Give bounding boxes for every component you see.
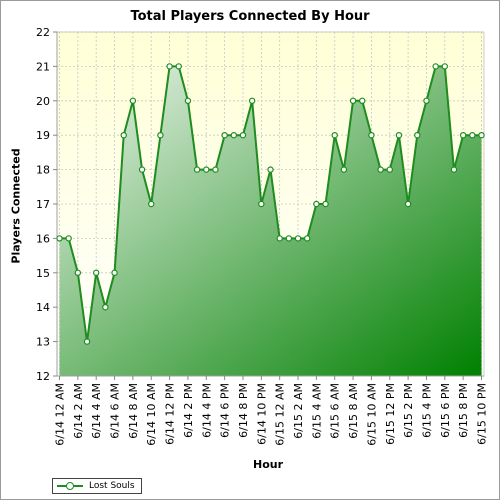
data-point xyxy=(258,200,265,208)
data-point xyxy=(395,131,403,139)
x-tick-label: 6/14 4 PM xyxy=(200,383,213,438)
x-tick-label: 6/14 8 PM xyxy=(237,383,250,438)
data-point xyxy=(423,97,430,105)
data-point xyxy=(74,269,82,276)
data-point xyxy=(340,166,348,173)
y-tick-label: 18 xyxy=(36,164,50,177)
x-tick-label: 6/15 12 PM xyxy=(384,383,397,445)
y-tick-label: 12 xyxy=(36,370,50,383)
data-point xyxy=(221,131,228,139)
data-point xyxy=(359,97,366,105)
data-point xyxy=(111,269,118,276)
data-point xyxy=(404,200,412,208)
data-point xyxy=(478,131,485,139)
data-point xyxy=(386,166,393,173)
legend-label: Lost Souls xyxy=(89,481,135,491)
y-tick-label: 21 xyxy=(36,60,50,73)
data-point xyxy=(56,235,63,242)
y-tick-label: 22 xyxy=(36,26,50,39)
data-point xyxy=(432,63,439,70)
data-point xyxy=(349,97,357,105)
x-tick-label: 6/15 4 AM xyxy=(310,383,323,439)
y-tick-label: 17 xyxy=(36,198,50,211)
data-point xyxy=(184,97,192,105)
data-point xyxy=(322,200,329,208)
data-point xyxy=(313,200,320,208)
data-point xyxy=(203,166,210,173)
x-tick-label: 6/15 2 AM xyxy=(292,383,305,439)
y-tick-label: 13 xyxy=(36,336,50,349)
x-tick-label: 6/15 12 AM xyxy=(274,383,287,446)
data-point xyxy=(294,235,302,242)
x-tick-label: 6/14 12 AM xyxy=(54,383,67,446)
x-tick-label: 6/15 8 PM xyxy=(457,383,470,438)
x-tick-label: 6/15 4 PM xyxy=(420,383,433,438)
y-tick-label: 14 xyxy=(36,301,50,314)
x-axis-label: Hour xyxy=(252,458,284,471)
data-point xyxy=(441,63,449,70)
data-point xyxy=(166,63,173,70)
data-point xyxy=(414,131,421,139)
y-tick-labels: 12 13 14 15 16 17 18 19 20 21 22 xyxy=(36,26,57,383)
x-tick-labels: 6/14 12 AM 6/14 2 AM 6/14 4 AM 6/14 6 AM 6/1… xyxy=(54,376,489,446)
x-tick-label: 6/14 10 PM xyxy=(255,383,268,445)
x-tick-label: 6/14 6 PM xyxy=(219,383,232,438)
y-tick-label: 16 xyxy=(36,232,50,245)
legend: Lost Souls xyxy=(52,478,142,494)
data-point xyxy=(459,131,467,139)
chart-title: Total Players Connected By Hour xyxy=(130,9,370,24)
data-point xyxy=(212,166,219,173)
x-tick-label: 6/14 4 AM xyxy=(90,383,103,439)
data-point xyxy=(157,131,164,139)
y-tick-label: 15 xyxy=(36,267,50,280)
x-tick-label: 6/14 12 PM xyxy=(164,383,177,445)
data-point xyxy=(469,131,476,139)
data-point xyxy=(138,166,146,173)
data-point xyxy=(120,131,127,139)
series-points xyxy=(56,63,485,345)
area-fill xyxy=(59,66,482,377)
data-point xyxy=(248,97,256,105)
x-tick-label: 6/14 10 AM xyxy=(145,383,158,446)
x-tick-label: 6/15 2 PM xyxy=(402,383,415,438)
x-tick-label: 6/14 6 AM xyxy=(109,383,122,439)
data-point xyxy=(65,235,72,242)
data-point xyxy=(148,200,155,208)
data-point xyxy=(193,166,201,173)
data-point xyxy=(175,63,182,70)
series-area xyxy=(59,66,482,377)
x-tick-label: 6/14 2 AM xyxy=(72,383,85,439)
x-tick-label: 6/14 2 PM xyxy=(182,383,195,438)
x-tick-label: 6/15 10 AM xyxy=(365,383,378,446)
x-tick-label: 6/14 8 AM xyxy=(127,383,140,439)
legend-swatch xyxy=(57,482,83,490)
data-point xyxy=(368,131,375,139)
data-point xyxy=(92,269,100,276)
data-point xyxy=(377,166,384,173)
x-tick-label: 6/15 6 PM xyxy=(439,383,452,438)
data-point xyxy=(450,166,458,173)
data-point xyxy=(129,97,137,105)
x-tick-label: 6/15 6 AM xyxy=(329,383,342,439)
data-point xyxy=(230,131,238,139)
data-point xyxy=(276,235,283,242)
x-tick-label: 6/15 8 AM xyxy=(347,383,360,439)
data-point xyxy=(239,131,247,139)
data-point xyxy=(83,338,91,345)
x-tick-label: 6/15 10 PM xyxy=(476,383,489,445)
y-tick-label: 19 xyxy=(36,129,50,142)
data-point xyxy=(267,166,274,173)
data-point xyxy=(331,131,338,139)
data-point xyxy=(102,304,109,311)
data-point xyxy=(285,235,293,242)
data-point xyxy=(303,235,311,242)
y-tick-label: 20 xyxy=(36,95,50,108)
